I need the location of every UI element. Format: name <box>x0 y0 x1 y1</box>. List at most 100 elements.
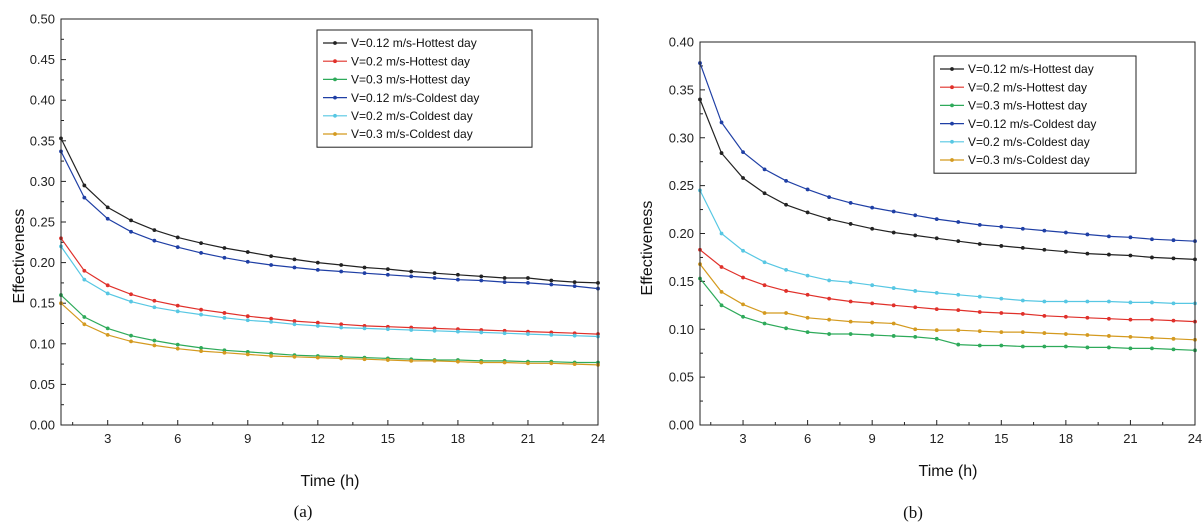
chart-a-xtick-label: 15 <box>381 431 395 446</box>
chart-b-series-4-point <box>977 222 982 227</box>
chart-b-series-2-point <box>1063 314 1068 319</box>
chart-b-series-6-point <box>1107 334 1111 338</box>
chart-b-series-2-point <box>1150 317 1154 322</box>
chart-a-series-1-point <box>456 272 460 277</box>
chart-a-xtick-label: 12 <box>311 431 325 446</box>
chart-b-series-6-point <box>848 319 853 324</box>
chart-b-series-2-point <box>784 289 788 293</box>
chart-a-series-2-point <box>152 298 157 303</box>
chart-b-legend-marker <box>950 158 954 162</box>
chart-a-series-1-point <box>526 276 530 280</box>
chart-a-series-1-point <box>549 278 554 283</box>
chart-a-xtick-label: 6 <box>174 431 181 446</box>
chart-a-series-5-point <box>129 299 133 304</box>
chart-a-series-2-point <box>245 314 250 319</box>
chart-a-series-4-point <box>385 272 390 277</box>
chart-b-series-5-point <box>913 289 918 293</box>
chart-b-series-6-point <box>977 329 982 334</box>
chart-b-series-1-point <box>805 210 810 215</box>
chart-b-series-5-point <box>999 296 1004 301</box>
chart-b-series-3-point <box>1085 345 1090 350</box>
chart-b-series-1-point <box>1107 252 1111 257</box>
chart-b-series-4-point <box>827 195 832 200</box>
chart-b-legend-label: V=0.12 m/s-Coldest day <box>968 117 1096 131</box>
chart-b-series-2-point <box>1107 316 1111 321</box>
chart-a-series-4-point <box>362 271 367 276</box>
chart-a-series-5-point <box>175 309 180 314</box>
chart-b-series-4-point <box>1107 234 1111 239</box>
chart-a-legend-label: V=0.12 m/s-Coldest day <box>351 91 479 105</box>
chart-b-series-4-point <box>784 178 788 183</box>
chart-b-xtick-label: 6 <box>804 431 811 446</box>
chart-b-series-5-point <box>805 273 810 278</box>
chart-a-ytick-label: 0.10 <box>30 336 55 351</box>
chart-b-ytick-label: 0.10 <box>669 322 694 337</box>
chart-a-series-5-point <box>105 291 110 296</box>
chart-b-series-5-point <box>719 231 724 236</box>
chart-b-series-2-point <box>934 307 939 312</box>
chart-b-series-2-point <box>956 308 961 312</box>
chart-b-series-2-point <box>870 301 875 306</box>
chart-b-series-1-point <box>1150 255 1154 260</box>
chart-b-series-6-point <box>870 320 875 325</box>
chart-a-series-4-point <box>502 280 507 284</box>
chart-a-series-6-point <box>385 358 390 362</box>
chart-b-series-5-point <box>1085 299 1090 304</box>
chart-a-series-6-point <box>82 322 87 327</box>
chart-b-series-2-point <box>827 296 832 301</box>
chart-a-series-1-point <box>502 276 507 280</box>
chart-b-series-2-point <box>805 292 810 297</box>
chart-b-series-1-point <box>762 191 767 196</box>
chart-a-series-4-point <box>456 277 460 282</box>
chart-a-series-3-point <box>199 345 203 350</box>
chart-a-series-6-point <box>129 339 133 344</box>
chart-b-series-line-6 <box>699 263 1196 341</box>
chart-a-series-2-point <box>129 292 133 297</box>
chart-b-series-line-5 <box>699 190 1195 304</box>
chart-b-series-5-point <box>1150 300 1154 305</box>
chart-b-series-6-point <box>1085 333 1090 337</box>
chart-a-series-3-point <box>105 326 110 331</box>
chart-a-series-2-point <box>269 316 274 321</box>
chart-b-series-2-point <box>1171 318 1176 323</box>
chart-a-legend-marker <box>333 132 337 136</box>
chart-b-series-1-point <box>784 202 788 207</box>
chart-a-series-6-point <box>456 359 460 364</box>
chart-a-series-3-point <box>129 333 133 338</box>
chart-a-legend-label: V=0.3 m/s-Hottest day <box>351 73 470 87</box>
chart-b-legend-label: V=0.3 m/s-Coldest day <box>968 153 1090 167</box>
chart-a-series-6-point <box>245 352 250 357</box>
chart-a-series-6-point <box>502 360 507 365</box>
chart-a-series-1-point <box>222 246 227 250</box>
chart-a-series-6-point <box>315 355 320 360</box>
chart-b-series-6-point <box>1042 331 1047 335</box>
chart-b-series-5-point <box>977 294 982 299</box>
chart-b-series-5-point <box>827 278 832 283</box>
chart-a-series-5-point <box>339 325 344 330</box>
chart-b-series-3-point <box>1063 344 1068 349</box>
chart-b-series-5-point <box>1128 300 1133 305</box>
chart-b-series-4-point <box>1150 237 1154 242</box>
chart-a-series-4-point <box>82 195 87 200</box>
chart-b-series-1-point <box>741 176 745 180</box>
chart-b-series-3-point <box>1107 345 1111 350</box>
chart-a-ytick-label: 0.30 <box>30 174 55 189</box>
chart-b-xtick-label: 3 <box>739 431 746 446</box>
chart-b-series-4-point <box>1063 230 1068 235</box>
chart-b-series-3-point <box>827 332 832 336</box>
chart-a-ytick-label: 0.15 <box>30 296 55 311</box>
chart-a-series-4-point <box>549 282 554 287</box>
chart-b-series-4-point <box>741 150 745 155</box>
chart-b-series-3-point <box>719 303 724 308</box>
chart-b-series-5-point <box>870 283 875 288</box>
chart-b-series-6-point <box>956 328 961 333</box>
chart-a-series-3-point <box>175 342 180 347</box>
chart-a-series-1-point <box>129 218 133 223</box>
chart-b-caption: (b) <box>903 503 923 522</box>
chart-b-series-1-point <box>827 217 832 222</box>
chart-b-xlabel: Time (h) <box>919 463 978 480</box>
chart-b-series-3-point <box>1020 344 1025 349</box>
chart-a-xtick-label: 18 <box>451 431 465 446</box>
chart-b-series-5-point <box>848 280 853 285</box>
